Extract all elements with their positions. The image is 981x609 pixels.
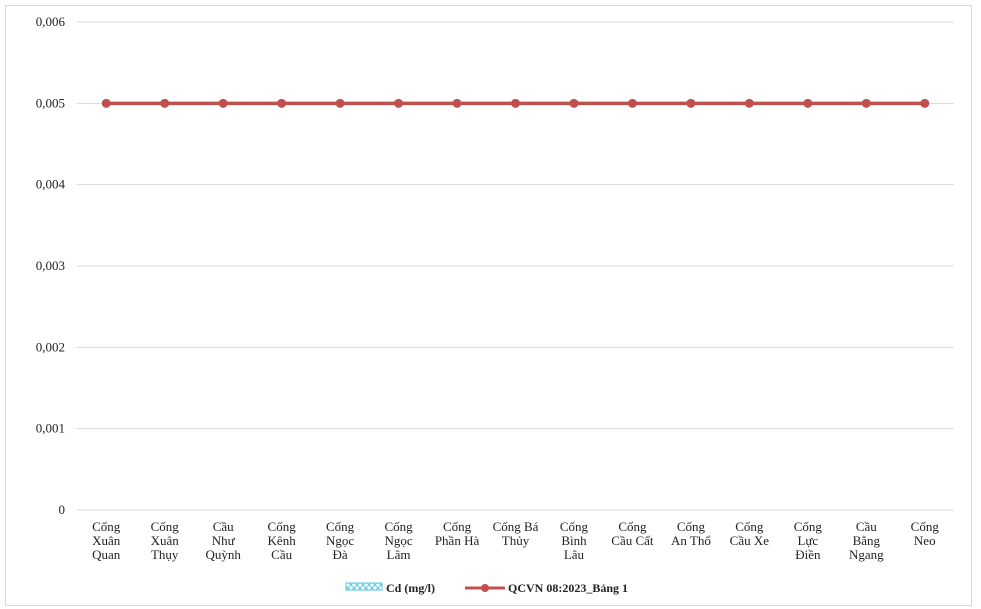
legend-label-qcvn: QCVN 08:2023_Bảng 1	[508, 581, 628, 595]
data-point	[627, 98, 637, 108]
y-tick-label: 0,006	[36, 14, 66, 29]
legend-swatch-bar	[345, 582, 383, 591]
data-point	[218, 98, 228, 108]
data-point	[335, 98, 345, 108]
y-tick-label: 0,002	[36, 339, 65, 354]
x-tick-label: Cầu Bằng Ngang	[849, 519, 884, 562]
x-tick-label: Cống An Thổ	[671, 519, 711, 548]
data-point	[861, 98, 871, 108]
legend-swatch-marker	[481, 584, 489, 592]
x-tick-label: Cống Cầu Xe	[730, 519, 770, 548]
data-point	[569, 98, 579, 108]
data-point	[101, 98, 111, 108]
x-tick-label: Cầu Như Quỳnh	[205, 519, 241, 562]
y-tick-label: 0,004	[36, 177, 66, 192]
x-tick-label: Cống Phần Hà	[435, 519, 480, 548]
x-tick-label: Cống Bình Lâu	[560, 519, 589, 562]
x-tick-label: Cống Bá Thủy	[493, 519, 539, 548]
x-tick-label: Cống Lực Điền	[794, 519, 823, 562]
data-point	[920, 98, 930, 108]
data-point	[686, 98, 696, 108]
x-tick-label: Cống Ngọc Đà	[326, 519, 355, 562]
data-point	[744, 98, 754, 108]
data-point	[452, 98, 462, 108]
x-tick-label: Cống Cầu Cất	[611, 519, 654, 548]
data-point	[394, 98, 404, 108]
y-tick-label: 0,005	[36, 95, 65, 110]
data-point	[160, 98, 170, 108]
y-tick-label: 0,001	[36, 421, 65, 436]
x-tick-label: Cống Neo	[911, 519, 940, 548]
y-tick-label: 0	[59, 502, 66, 517]
x-tick-label: Cống Kênh Cầu	[268, 519, 297, 562]
y-tick-label: 0,003	[36, 258, 65, 273]
x-tick-label: Cống Xuân Quan	[92, 519, 121, 562]
legend-label-cd: Cd (mg/l)	[386, 581, 435, 595]
data-point	[511, 98, 520, 108]
data-point	[277, 98, 287, 108]
data-point	[803, 98, 813, 108]
x-tick-label: Cống Ngọc Lâm	[384, 519, 413, 562]
x-tick-label: Cống Xuân Thụy	[151, 519, 180, 562]
